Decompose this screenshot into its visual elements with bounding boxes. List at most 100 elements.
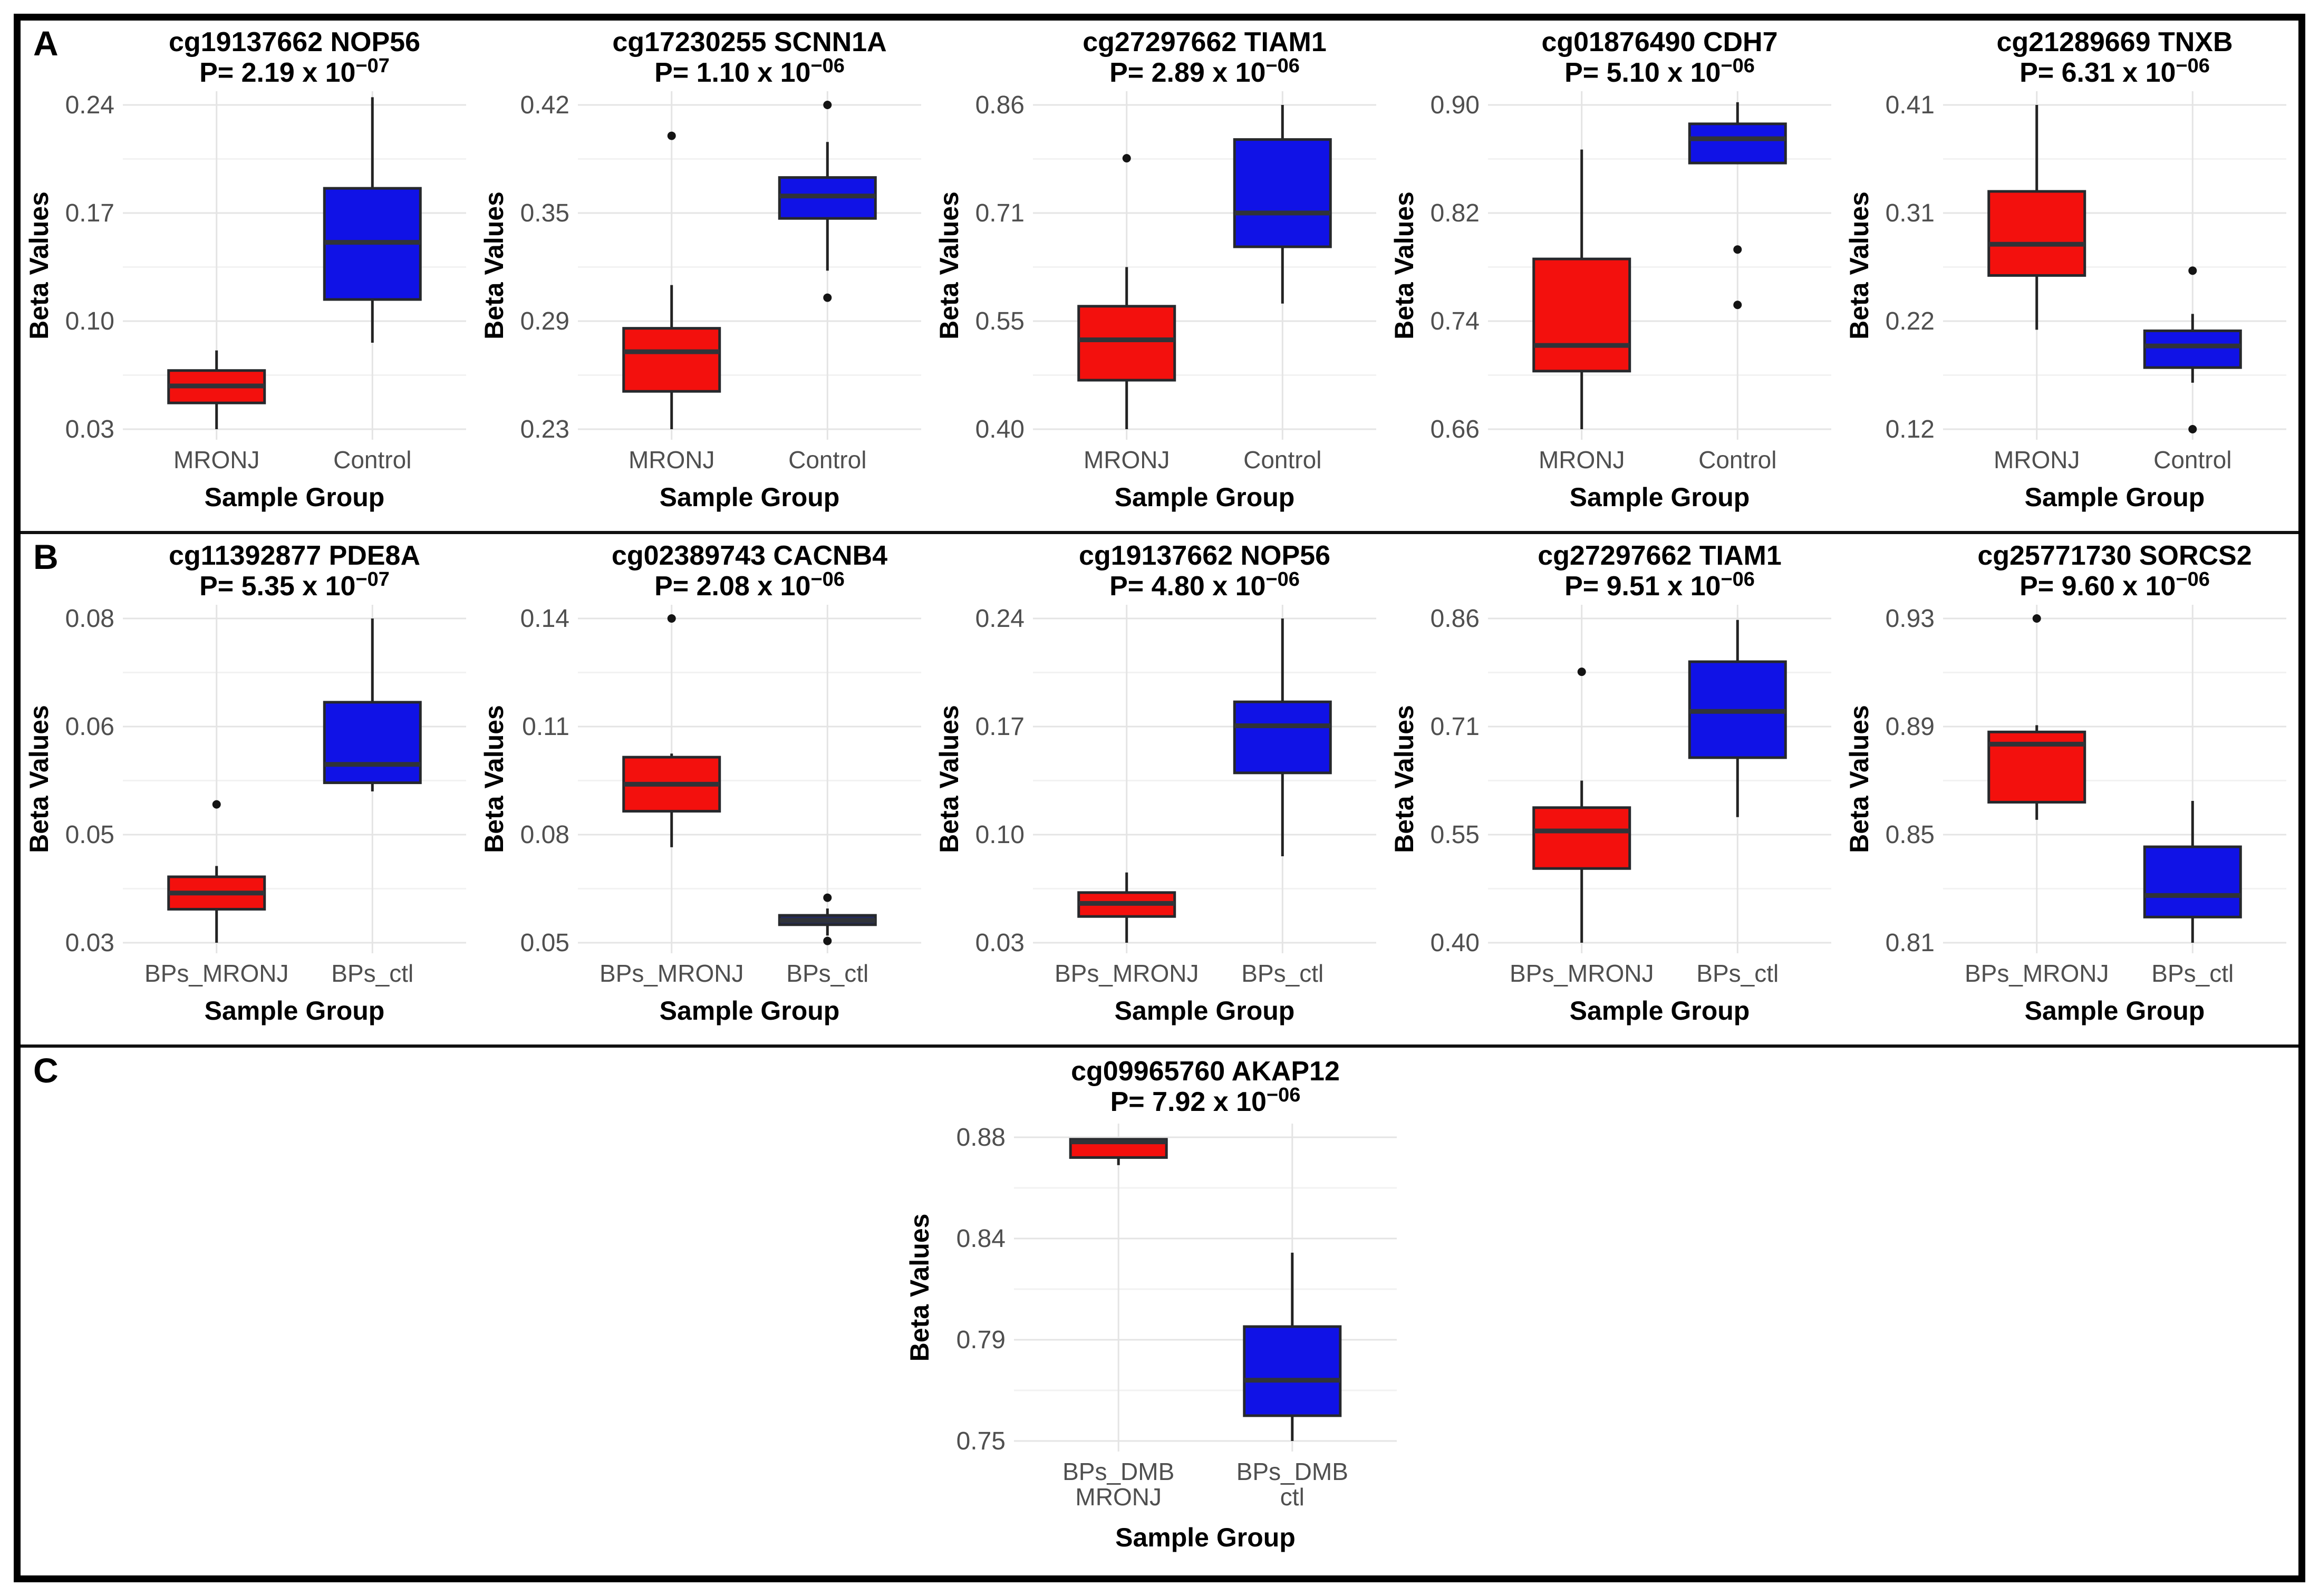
y-tick-label: 0.06	[65, 713, 114, 741]
x-tick-label: Control	[1243, 446, 1321, 473]
x-tick-label: Control	[333, 446, 411, 473]
y-axis-label: Beta Values	[1389, 705, 1419, 853]
y-axis-label: Beta Values	[905, 1214, 934, 1362]
y-tick-label: 0.03	[65, 929, 114, 957]
y-tick-label: 0.82	[1431, 199, 1480, 227]
plot-pvalue: P= 9.51 x 10−06	[1564, 568, 1755, 602]
y-tick-label: 0.66	[1431, 415, 1480, 443]
y-tick-label: 0.17	[975, 713, 1025, 741]
x-axis-label: Sample Group	[660, 482, 840, 512]
y-tick-label: 0.90	[1431, 91, 1480, 119]
panel-row-c: C cg09965760 AKAP12 P= 7.92 x 10−06 0.75 0.…	[21, 1044, 2298, 1574]
plot-pvalue: P= 4.80 x 10−06	[1109, 568, 1300, 602]
outlier-point	[2188, 266, 2197, 275]
panel-label-a: A	[33, 24, 59, 63]
plot-title: cg11392877 PDE8A	[169, 540, 420, 571]
figure-frame: A cg19137662 NOP56 P= 2.19 x 10−07 0.03 0.1…	[14, 14, 2305, 1582]
panel-row-b: B cg11392877 PDE8A P= 5.35 x 10−07 0.03 0.0…	[21, 531, 2298, 1044]
x-axis-label: Sample Group	[660, 996, 840, 1026]
outlier-point	[823, 893, 832, 902]
box-mronj	[1987, 105, 2086, 330]
outlier-point	[1122, 154, 1131, 163]
x-tick-label: ctl	[1280, 1483, 1305, 1511]
x-tick-label: BPs_DMB	[1236, 1458, 1348, 1485]
x-axis-label: Sample Group	[1115, 1523, 1296, 1552]
y-tick-label: 0.11	[522, 713, 569, 741]
box-bps_mronj	[622, 614, 721, 847]
y-axis-label: Beta Values	[934, 191, 964, 340]
y-tick-label: 0.40	[1431, 929, 1480, 957]
y-tick-label: 0.14	[520, 605, 569, 633]
x-tick-label: BPs_ctl	[1241, 960, 1323, 987]
x-tick-label: Control	[788, 446, 866, 473]
y-tick-label: 0.23	[520, 415, 569, 443]
outlier-point	[823, 101, 832, 109]
box-control	[323, 97, 422, 343]
y-tick-label: 0.71	[1431, 713, 1480, 741]
x-tick-label: MRONJ	[173, 446, 260, 473]
plot-pvalue: P= 7.92 x 10−06	[1110, 1084, 1301, 1117]
box-mronj	[167, 350, 266, 429]
plot-pvalue: P= 6.31 x 10−06	[2020, 55, 2210, 88]
y-tick-label: 0.89	[1886, 713, 1935, 741]
x-axis-label: Sample Group	[1570, 996, 1750, 1026]
plot-title: cg21289669 TNXB	[1996, 27, 2233, 57]
y-tick-label: 0.55	[1431, 821, 1480, 849]
box-bps_mronj	[1532, 668, 1631, 943]
y-tick-label: 0.08	[65, 605, 114, 633]
x-axis-label: Sample Group	[1115, 482, 1295, 512]
y-axis-label: Beta Values	[1844, 705, 1874, 853]
y-tick-label: 0.10	[975, 821, 1025, 849]
plot-title: cg25771730 SORCS2	[1977, 540, 2252, 571]
y-tick-label: 0.03	[975, 929, 1025, 957]
y-tick-label: 0.88	[956, 1124, 1006, 1152]
plot-pvalue: P= 2.89 x 10−06	[1109, 55, 1300, 88]
panel-b-plots: cg11392877 PDE8A P= 5.35 x 10−07 0.03 0.05 0…	[21, 534, 2298, 1044]
plot-title: cg02389743 CACNB4	[612, 540, 887, 571]
box-control	[1233, 105, 1332, 304]
box-bps_ctl	[1233, 618, 1332, 856]
box-bps_ctl	[2143, 800, 2242, 943]
x-tick-label: BPs_ctl	[331, 960, 413, 987]
y-tick-label: 0.41	[1886, 91, 1935, 119]
x-tick-label: BPs_MRONJ	[144, 960, 288, 987]
y-tick-label: 0.71	[975, 199, 1025, 227]
y-tick-label: 0.17	[65, 199, 114, 227]
plot-pvalue: P= 9.60 x 10−06	[2020, 568, 2210, 602]
plot-title: cg01876490 CDH7	[1541, 27, 1777, 57]
panel-label-b: B	[33, 537, 59, 576]
box-mronj	[622, 131, 721, 429]
x-tick-label: MRONJ	[1539, 446, 1625, 473]
outlier-point	[212, 800, 221, 809]
x-axis-label: Sample Group	[205, 996, 385, 1026]
y-axis-label: Beta Values	[24, 705, 54, 853]
outlier-point	[667, 614, 676, 623]
x-tick-label: Control	[1698, 446, 1776, 473]
x-axis-label: Sample Group	[2025, 996, 2205, 1026]
x-axis-label: Sample Group	[1570, 482, 1750, 512]
x-tick-label: BPs_MRONJ	[1510, 960, 1654, 987]
x-tick-label: Control	[2153, 446, 2231, 473]
y-tick-label: 0.22	[1886, 307, 1935, 335]
outlier-point	[1577, 668, 1586, 676]
x-tick-label: BPs_ctl	[2151, 960, 2234, 987]
y-tick-label: 0.81	[1886, 929, 1935, 957]
plot-title: cg27297662 TIAM1	[1538, 540, 1782, 571]
outlier-point	[1733, 245, 1742, 254]
box-control	[778, 101, 877, 302]
y-tick-label: 0.40	[975, 415, 1025, 443]
plot-pvalue: P= 2.19 x 10−07	[199, 55, 390, 88]
plot-title: cg27297662 TIAM1	[1083, 27, 1327, 57]
y-tick-label: 0.35	[520, 199, 569, 227]
plot-title: cg19137662 NOP56	[169, 27, 420, 57]
y-tick-label: 0.24	[975, 605, 1025, 633]
y-axis-label: Beta Values	[1389, 191, 1419, 340]
box-mronj	[1077, 154, 1176, 429]
outlier-point	[667, 131, 676, 140]
